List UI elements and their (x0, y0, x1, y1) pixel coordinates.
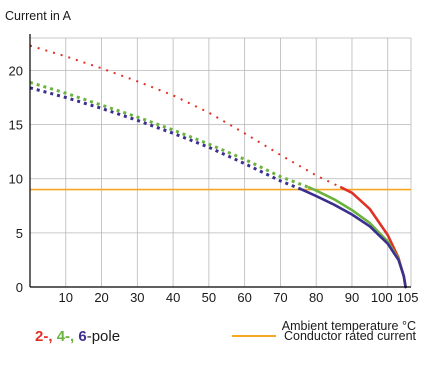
x-tick-label: 30 (130, 290, 144, 305)
series-6-pole-solid (300, 188, 407, 289)
series-lines (29, 44, 407, 289)
x-tick-label: 50 (202, 290, 216, 305)
x-tick-label: 105 (397, 290, 419, 305)
rated-current-swatch (232, 335, 276, 337)
legend-pole-suffix: -pole (86, 328, 121, 345)
series-6-pole-dotted (29, 86, 303, 191)
rated-current-legend: Conductor rated current (232, 329, 416, 343)
series-4-pole-dotted (29, 80, 310, 189)
legend-6-pole: 6 (78, 328, 87, 345)
x-tick-label: 80 (309, 290, 323, 305)
legend-2-pole: 2-, (35, 328, 53, 345)
x-tick-label: 20 (94, 290, 108, 305)
axes (29, 34, 411, 288)
rated-current-label: Conductor rated current (284, 329, 417, 343)
x-tick-label: 10 (59, 290, 73, 305)
x-tick-label: 90 (345, 290, 359, 305)
y-tick-label: 15 (9, 118, 23, 133)
pole-legend: 2-, 4-, 6-pole (35, 328, 120, 345)
x-tick-label: 70 (273, 290, 287, 305)
grid (30, 37, 412, 287)
x-tick-label: 60 (237, 290, 251, 305)
y-axis-label: Current in A (5, 9, 72, 23)
series-2-pole-solid (339, 186, 407, 289)
series-2-pole-dotted (29, 44, 342, 189)
y-tick-label: 5 (16, 226, 23, 241)
y-tick-label: 10 (9, 172, 23, 187)
x-tick-label: 40 (166, 290, 180, 305)
series-4-pole-solid (307, 186, 407, 289)
y-tick-label: 0 (16, 280, 23, 295)
tick-labels: 10 20 30 40 50 60 70 80 90 100 105 0 5 10 15 20 (9, 63, 419, 305)
legend-4-pole: 4-, (56, 328, 75, 345)
y-tick-label: 20 (9, 63, 23, 78)
x-axis-label: Ambient temperature °C (282, 319, 416, 333)
x-tick-label: 100 (371, 290, 393, 305)
